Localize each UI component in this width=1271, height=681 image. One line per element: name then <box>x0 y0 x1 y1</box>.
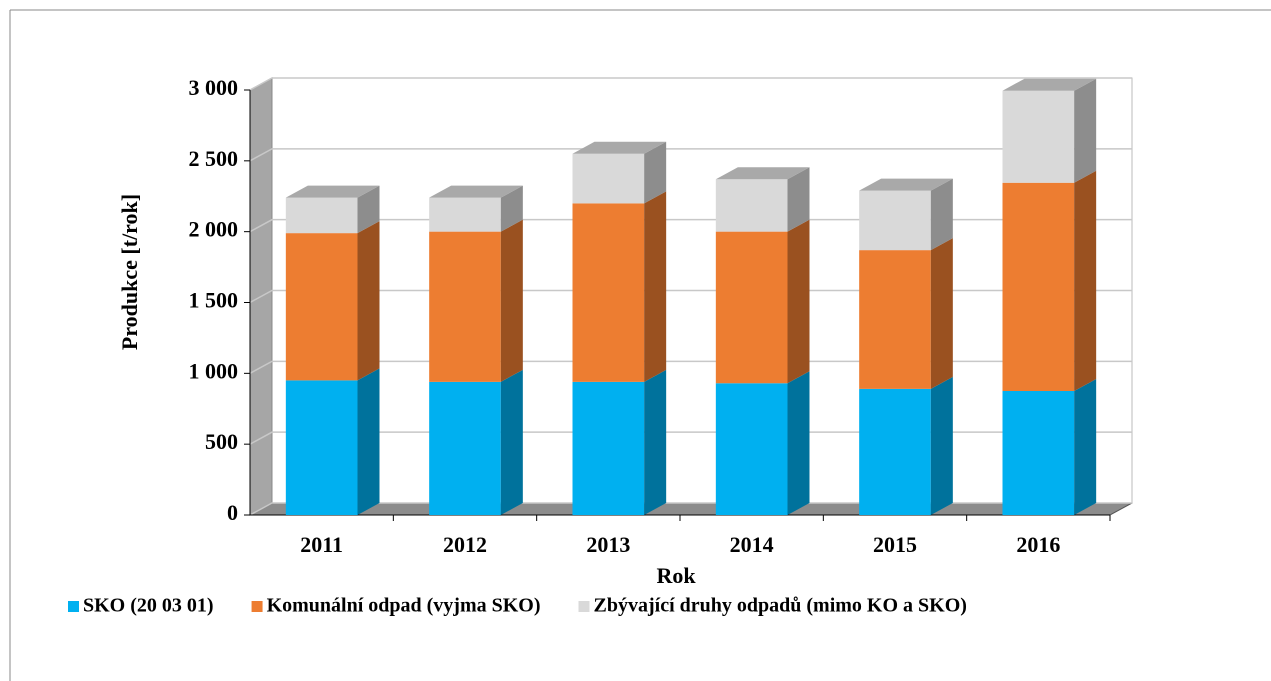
bar-face <box>572 203 645 382</box>
x-tick-label: 2014 <box>730 532 774 557</box>
bar-face <box>644 141 667 204</box>
y-tick-label: 500 <box>205 429 238 454</box>
bar-face <box>357 185 380 234</box>
x-tick-label: 2016 <box>1016 532 1060 557</box>
bar-face <box>357 368 380 515</box>
y-axis-label: Produkce [t/rok] <box>117 194 142 350</box>
bar-segment <box>572 191 667 382</box>
bar-face <box>930 178 953 251</box>
bar-face <box>285 197 358 234</box>
x-tick-label: 2011 <box>300 532 343 557</box>
bar-face <box>500 369 523 515</box>
y-tick-label: 2 000 <box>189 217 239 242</box>
bar-face <box>715 179 788 232</box>
bar-face <box>572 141 667 154</box>
bar-face <box>572 381 645 515</box>
bar-segment <box>715 371 810 515</box>
bar-face <box>859 388 931 515</box>
bar-face <box>787 219 810 384</box>
bar-face <box>644 369 667 515</box>
bar-face <box>285 380 358 515</box>
bar-face <box>1074 78 1097 183</box>
grid-line <box>249 502 1132 516</box>
legend-swatch <box>578 601 590 612</box>
grid-line <box>249 148 1132 162</box>
bar-segment <box>285 185 380 234</box>
x-tick-label: 2015 <box>873 532 917 557</box>
bar-face <box>572 153 645 204</box>
bar-face <box>1002 90 1075 183</box>
grid-line <box>249 360 1132 374</box>
bar-face <box>1002 182 1075 392</box>
bar-face <box>1074 379 1097 515</box>
grid-line <box>249 289 1132 304</box>
bar-face <box>930 238 953 389</box>
grid-line <box>249 218 1132 233</box>
bar-segment <box>859 178 953 251</box>
y-tick-label: 1 000 <box>189 358 239 383</box>
legend-swatch <box>68 601 79 612</box>
bar-face <box>285 185 380 198</box>
bar-segment <box>429 369 523 515</box>
bar-segment <box>1002 170 1097 392</box>
bar-segment <box>715 167 810 232</box>
bar-segment <box>429 185 523 232</box>
y-tick-label: 3 000 <box>189 75 239 100</box>
legend-swatch <box>251 601 263 612</box>
bar-face <box>500 185 523 232</box>
bar-segment <box>859 376 953 515</box>
bar-face <box>1002 391 1075 515</box>
y-tick-label: 1 500 <box>189 288 239 313</box>
bar-segment <box>1002 78 1097 183</box>
bar-face <box>1074 170 1097 392</box>
y-tick-label: 2 500 <box>189 146 239 171</box>
bar-face <box>429 185 523 198</box>
bar-face <box>429 381 501 515</box>
floor <box>249 502 1133 516</box>
legend-label: SKO (20 03 01) <box>83 595 214 617</box>
bar-face <box>644 191 667 382</box>
grid-line <box>249 431 1132 445</box>
bar-face <box>500 219 523 382</box>
x-tick-label: 2013 <box>586 532 630 557</box>
bar-segment <box>859 238 953 389</box>
bar-face <box>859 250 931 389</box>
legend-label: Komunální odpad (vyjma SKO) <box>267 595 541 617</box>
bar-face <box>930 376 953 515</box>
bar-segment <box>285 368 380 515</box>
legend-label: Zbývající druhy odpadů (mimo KO a SKO) <box>594 595 967 617</box>
bar-face <box>787 371 810 515</box>
bar-face <box>715 231 788 384</box>
bar-segment <box>572 141 667 204</box>
bar-segment <box>572 369 667 515</box>
bar-face <box>859 190 931 251</box>
bar-face <box>787 167 810 232</box>
bar-segment <box>429 219 523 382</box>
bar-face <box>715 383 788 515</box>
bar-face <box>715 167 810 180</box>
bar-segment <box>285 221 380 381</box>
grid-line <box>249 77 1132 91</box>
bar-segment <box>715 219 810 384</box>
bar-face <box>285 233 358 381</box>
bar-face <box>357 221 380 381</box>
bar-face <box>429 197 501 232</box>
bar-face <box>1002 78 1097 91</box>
x-axis-label: Rok <box>656 563 696 588</box>
x-tick-label: 2012 <box>443 532 487 557</box>
y-tick-label: 0 <box>227 500 238 525</box>
bar-segment <box>1002 379 1097 515</box>
bar-face <box>429 231 501 382</box>
bar-face <box>859 178 953 191</box>
